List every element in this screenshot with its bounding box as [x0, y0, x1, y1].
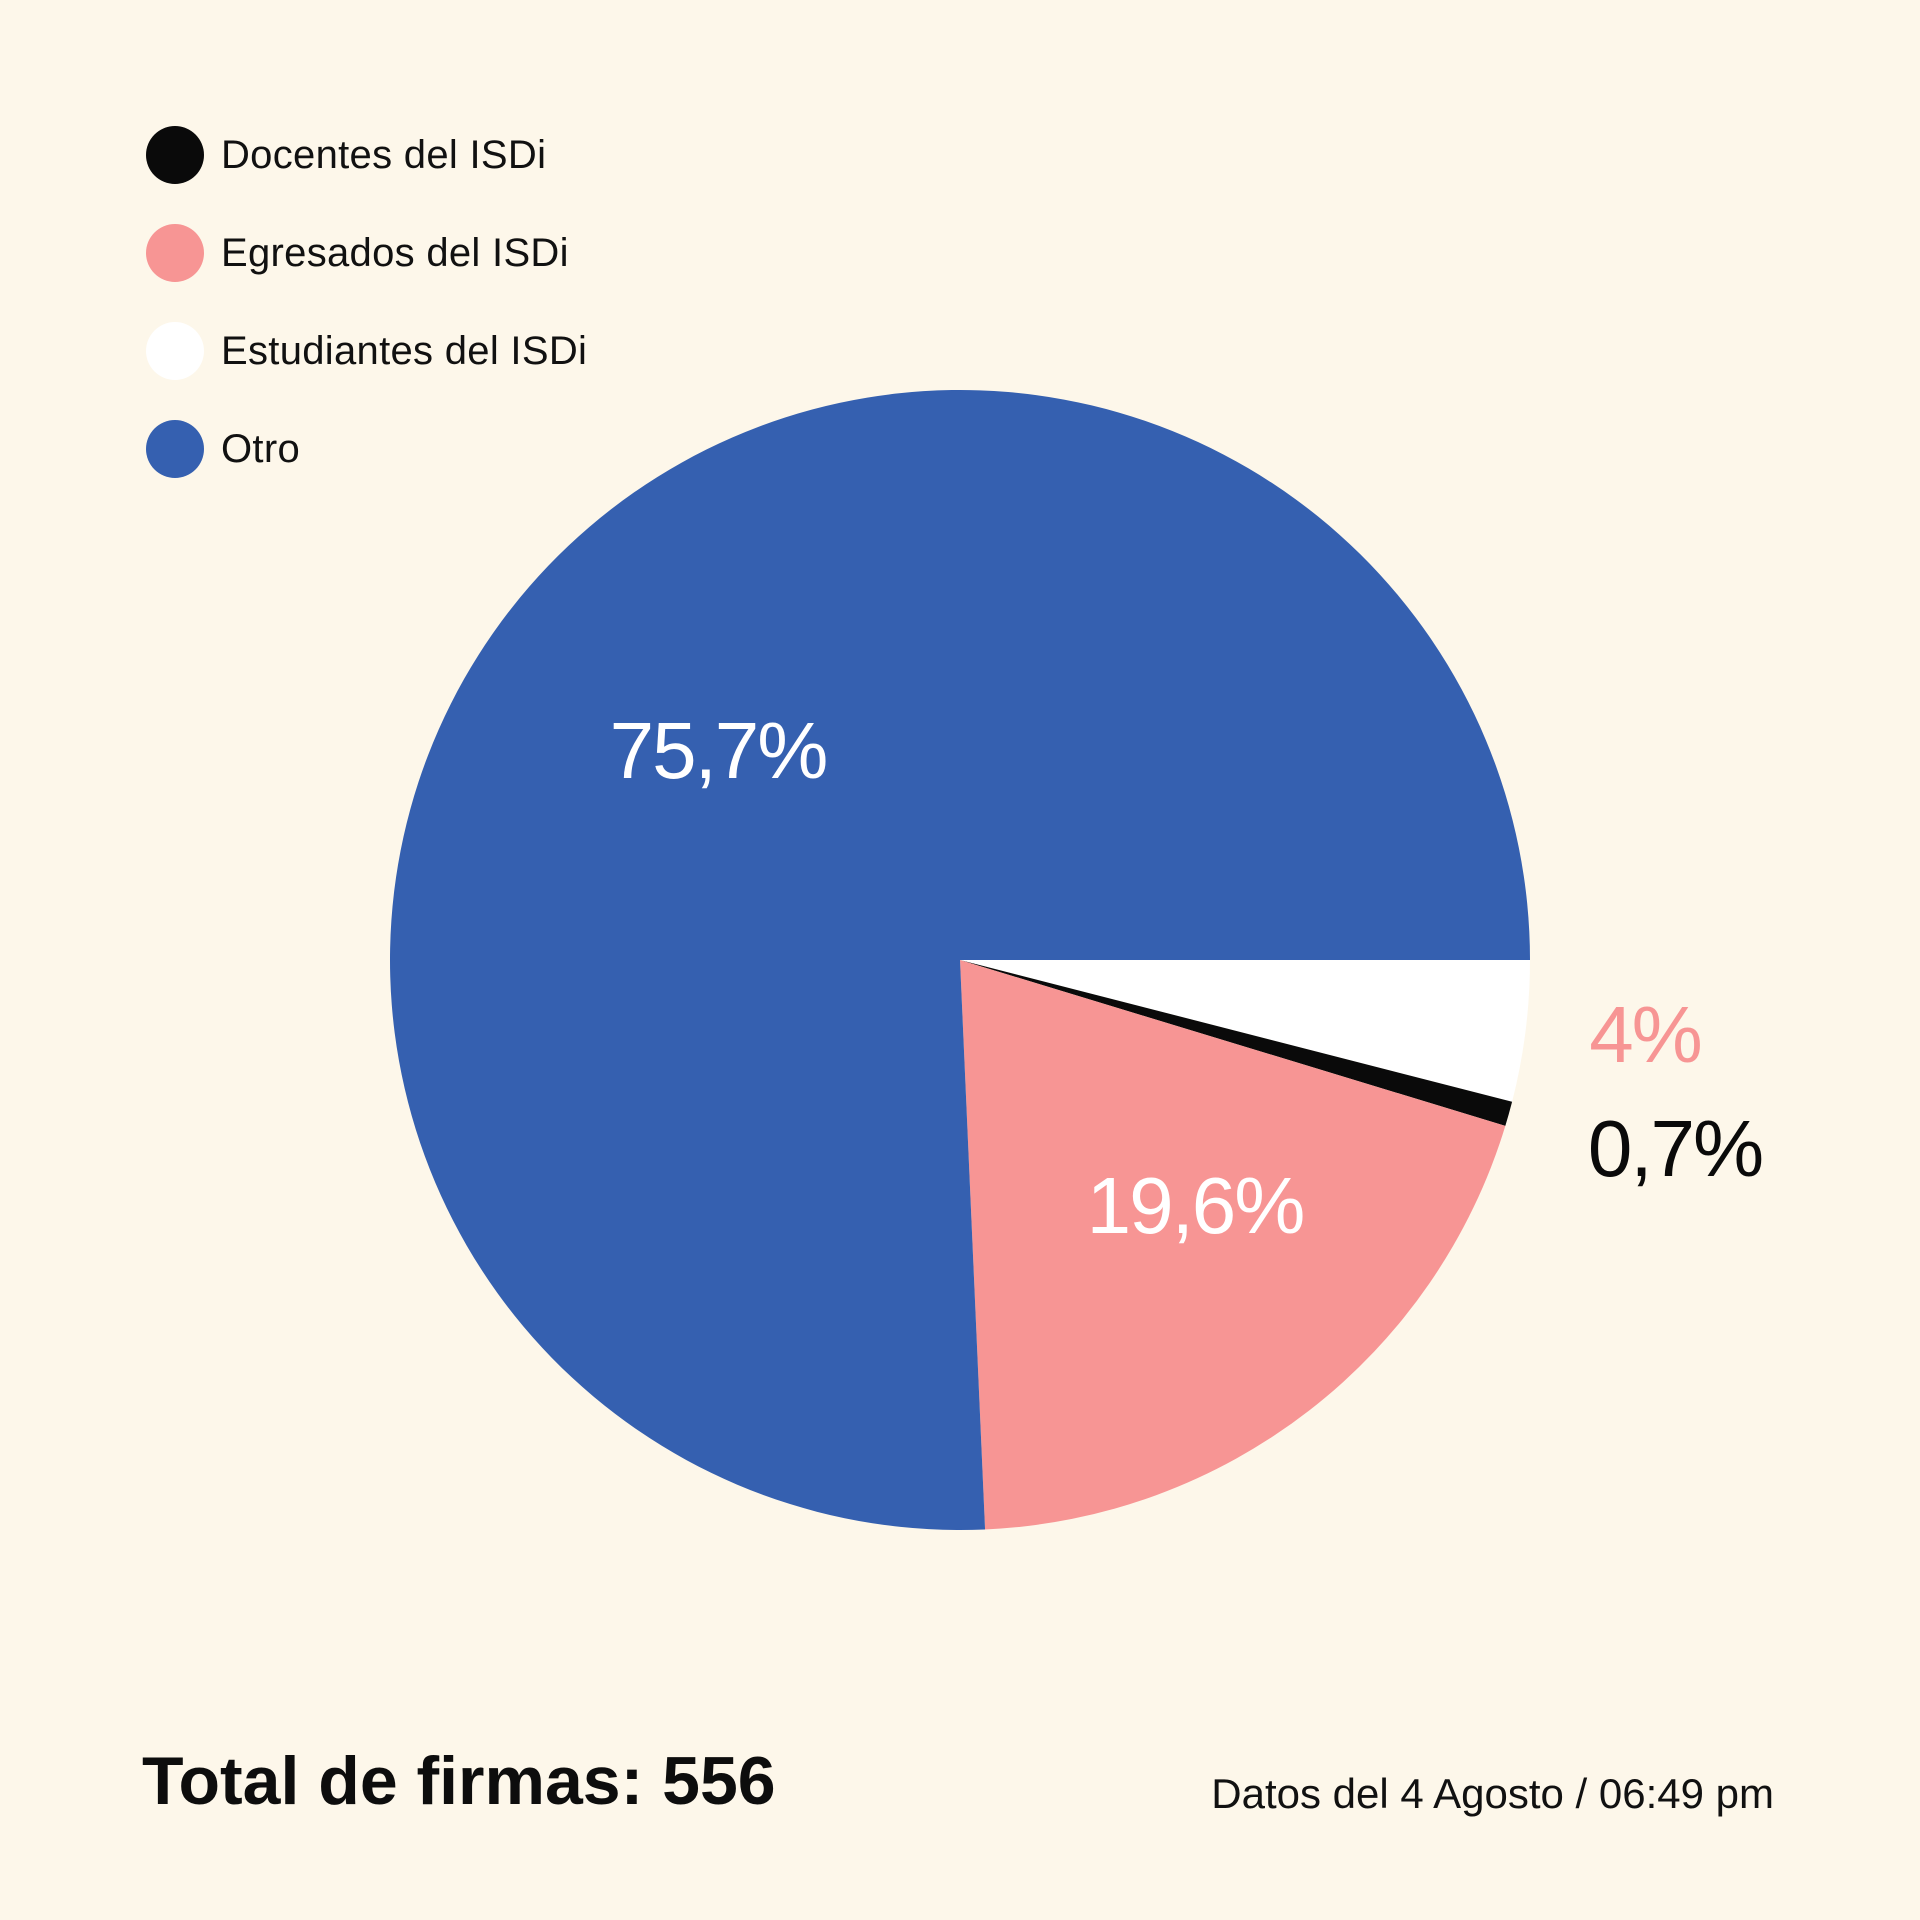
legend-item-estudiantes: Estudiantes del ISDi	[146, 321, 587, 381]
data-date: Datos del 4 Agosto / 06:49 pm	[1211, 1770, 1774, 1817]
pie-slices	[390, 390, 1530, 1530]
legend-swatch-docentes	[146, 126, 204, 184]
legend-item-otro: Otro	[146, 419, 587, 479]
legend-item-docentes: Docentes del ISDi	[146, 125, 587, 185]
legend-swatch-otro	[146, 420, 204, 478]
slice-label-otro: 75,7%	[610, 706, 827, 795]
pie-labels: 0,7% 19,6% 4% 75,7%	[610, 706, 1765, 1250]
pie-slice-docentes	[960, 960, 1513, 1126]
pie-slice-otro	[390, 390, 1530, 1530]
pie-slice-egresados	[960, 960, 1506, 1530]
legend-item-egresados: Egresados del ISDi	[146, 223, 587, 283]
slice-label-docentes: 0,7%	[1588, 1104, 1762, 1193]
chart-legend: Docentes del ISDi Egresados del ISDi Est…	[146, 125, 587, 517]
slice-label-estudiantes: 4%	[1589, 990, 1701, 1079]
legend-label-egresados: Egresados del ISDi	[221, 230, 569, 275]
legend-swatch-estudiantes	[146, 322, 204, 380]
total-signatures: Total de firmas: 556	[142, 1743, 776, 1819]
legend-swatch-egresados	[146, 224, 204, 282]
legend-label-otro: Otro	[221, 426, 300, 471]
legend-label-docentes: Docentes del ISDi	[221, 132, 547, 177]
slice-label-egresados: 19,6%	[1087, 1161, 1304, 1250]
legend-label-estudiantes: Estudiantes del ISDi	[221, 328, 588, 373]
pie-slice-estudiantes	[960, 960, 1530, 1102]
